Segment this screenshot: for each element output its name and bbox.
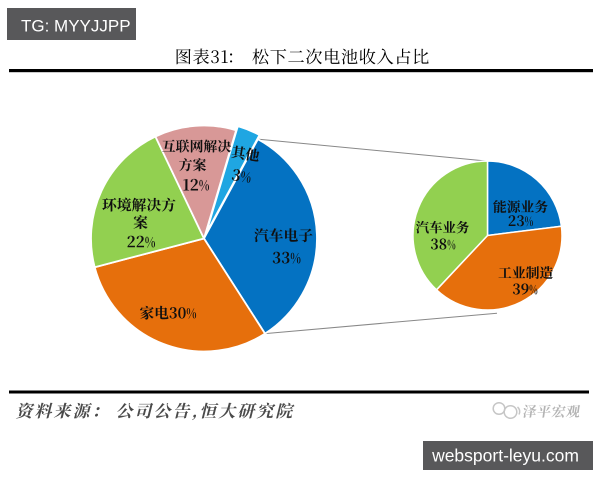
svg-text:websport-leyu.com: websport-leyu.com bbox=[431, 446, 579, 466]
svg-text:TG: MYYJJPP: TG: MYYJJPP bbox=[21, 17, 131, 36]
